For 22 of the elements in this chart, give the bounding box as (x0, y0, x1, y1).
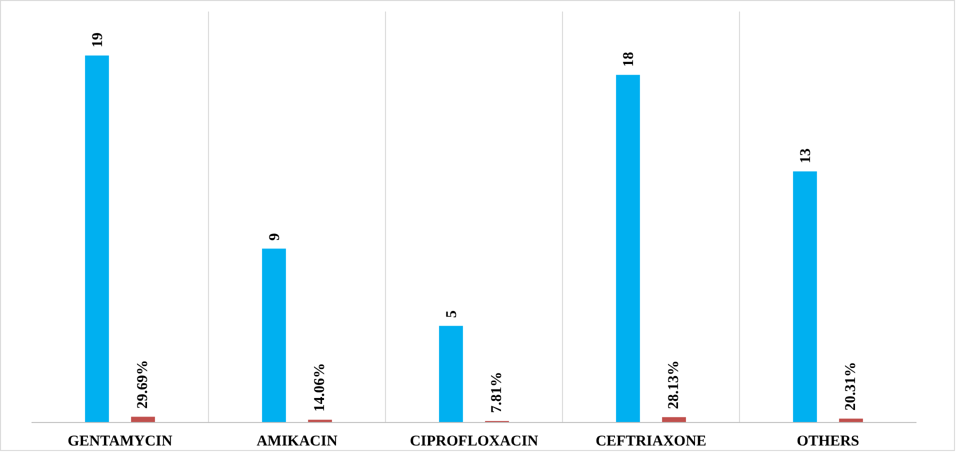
x-tick-label: OTHERS (796, 434, 860, 450)
x-tick-label: AMIKACIN (256, 434, 338, 450)
bar (262, 248, 286, 422)
bar (662, 417, 686, 422)
x-tick-label: CEFTRIAXONE (596, 434, 706, 450)
data-label: 29.69% (135, 360, 152, 409)
bar (839, 418, 863, 422)
data-label: 13 (798, 148, 814, 164)
bar (85, 56, 109, 422)
data-label: 28.13% (666, 360, 682, 410)
data-label: 18 (620, 52, 637, 67)
data-label: 9 (266, 233, 283, 241)
data-label: 20.31% (843, 362, 860, 411)
x-tick-label: CIPROFLOXACIN (410, 434, 538, 450)
data-label: 14.06% (312, 363, 328, 412)
data-label: 5 (444, 310, 460, 318)
bar (439, 326, 463, 422)
x-tick-label: GENTAMYCIN (68, 434, 173, 450)
bar (793, 171, 817, 422)
data-label: 19 (90, 32, 106, 48)
data-label: 7.81% (489, 372, 506, 413)
bar (616, 74, 640, 422)
